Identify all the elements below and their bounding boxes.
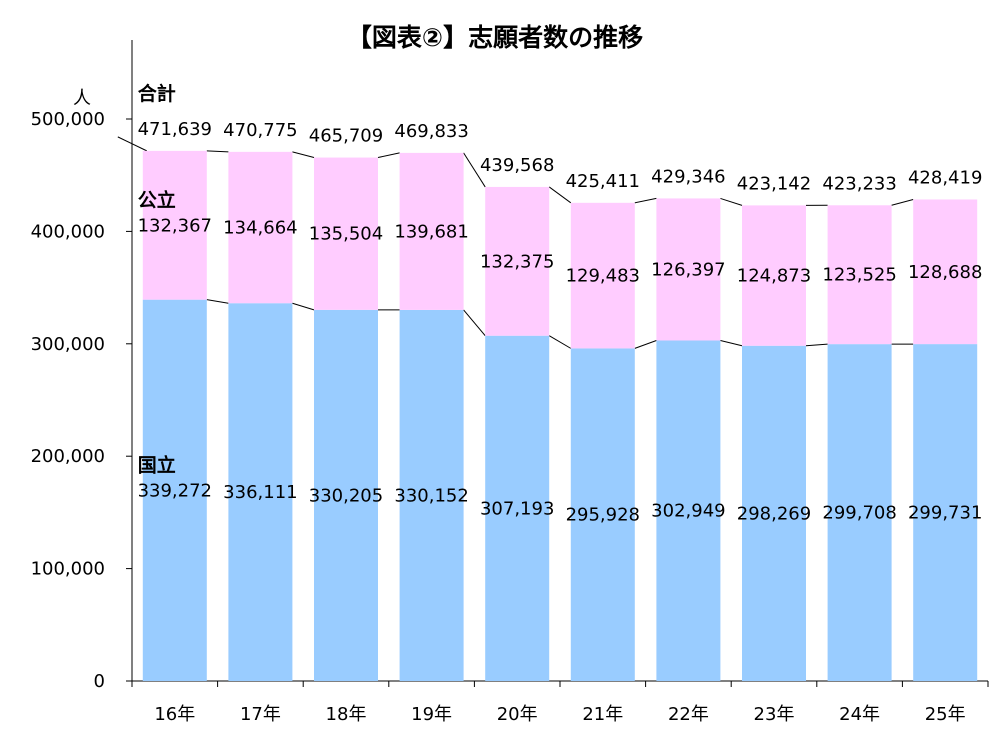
x-tick-label: 23年 (754, 704, 795, 725)
bar-kokuritsu (827, 344, 892, 681)
total-connector-line (463, 152, 486, 188)
data-label-total: 465,709 (309, 126, 383, 147)
total-connector-line (720, 197, 743, 206)
bar-kouritsu (913, 199, 978, 345)
data-label-total: 429,346 (651, 166, 725, 187)
data-label-kouritsu: 129,483 (566, 266, 640, 287)
x-tick-label: 17年 (240, 704, 281, 725)
connector-lines (117, 136, 914, 349)
y-tick-label: 200,000 (31, 446, 105, 467)
total-connector-line (891, 198, 914, 206)
kokuritsu-connector-line (292, 302, 315, 311)
x-tick-label: 18年 (326, 704, 367, 725)
x-tick-label: 21年 (582, 704, 623, 725)
kokuritsu-connector-line (463, 309, 486, 337)
data-label-total: 439,568 (480, 155, 554, 176)
data-label-kouritsu: 126,397 (651, 259, 725, 280)
y-tick-label: 500,000 (31, 109, 105, 130)
y-tick-label: 300,000 (31, 334, 105, 355)
data-label-kouritsu: 132,367 (138, 215, 212, 236)
total-connector-line (377, 152, 400, 159)
total-connector-line (292, 151, 315, 159)
bar-kokuritsu (399, 309, 464, 681)
bar-kokuritsu (485, 335, 550, 681)
bar-kokuritsu (742, 345, 806, 681)
data-label-kokuritsu: 336,111 (223, 482, 297, 503)
y-tick-label: 100,000 (31, 559, 105, 580)
bar-kouritsu (142, 150, 207, 300)
x-tick-label: 25年 (925, 704, 966, 725)
data-label-kouritsu: 132,375 (480, 251, 554, 272)
chart-title: 【図表②】志願者数の推移 (347, 23, 643, 52)
x-tick-label: 16年 (154, 704, 195, 725)
data-label-kokuritsu: 298,269 (737, 503, 811, 524)
bar-kouritsu (314, 157, 378, 310)
y-tick-label: 0 (94, 671, 105, 692)
data-label-kouritsu: 128,688 (908, 262, 982, 283)
data-label-kokuritsu: 330,205 (309, 485, 383, 506)
kokuritsu-connector-line (634, 340, 657, 349)
data-label-kouritsu: 124,873 (737, 266, 811, 287)
bar-kokuritsu (314, 309, 378, 681)
data-label-total: 423,233 (822, 173, 896, 194)
data-label-total: 428,419 (908, 167, 982, 188)
data-label-total: 469,833 (394, 121, 468, 142)
bar-kouritsu (656, 198, 721, 341)
data-label-kokuritsu: 295,928 (566, 505, 640, 526)
x-tick-label: 22年 (668, 704, 709, 725)
bar-kouritsu (570, 202, 635, 349)
total-connector-line (206, 150, 229, 153)
bar-kouritsu (485, 186, 550, 336)
data-label-kokuritsu: 307,193 (480, 498, 554, 519)
x-tick-label: 19年 (411, 704, 452, 725)
axes: 0 100,000 200,000 300,000 400,000 500,000 16年 1… (31, 40, 989, 725)
bar-kokuritsu (570, 348, 635, 681)
y-tick-label: 400,000 (31, 221, 105, 242)
kokuritsu-connector-line (720, 339, 743, 347)
data-label-kouritsu: 135,504 (309, 224, 383, 245)
bar-kokuritsu (228, 303, 293, 681)
kokuritsu-connector-line (805, 343, 828, 347)
total-leader-line (117, 136, 148, 152)
data-label-kouritsu: 134,664 (223, 218, 297, 239)
series-label-kokuritsu: 国立 (138, 453, 176, 476)
data-label-kouritsu: 139,681 (394, 221, 468, 242)
bar-kokuritsu (913, 344, 978, 681)
data-label-kokuritsu: 299,731 (908, 503, 982, 524)
data-label-total: 423,142 (737, 173, 811, 194)
x-tick-label: 24年 (839, 704, 880, 725)
bar-kouritsu (228, 151, 293, 304)
y-axis-unit-label: 人 (73, 88, 91, 109)
data-labels: 339,272 132,367 471,639 336,111 134,664 470,7… (138, 82, 983, 526)
bar-kouritsu (742, 205, 806, 346)
bars (142, 150, 978, 681)
total-connector-line (634, 197, 657, 204)
data-label-kokuritsu: 339,272 (138, 480, 212, 501)
data-label-kokuritsu: 330,152 (394, 485, 468, 506)
data-label-kokuritsu: 299,708 (822, 503, 896, 524)
kokuritsu-connector-line (206, 299, 229, 304)
kokuritsu-connector-line (548, 335, 572, 349)
x-tick-label: 20年 (497, 704, 538, 725)
bar-kouritsu (827, 205, 892, 345)
total-connector-line (548, 186, 572, 204)
data-label-total: 471,639 (138, 119, 212, 140)
series-label-kouritsu: 公立 (138, 188, 176, 211)
bar-kouritsu (399, 152, 464, 310)
data-label-total: 470,775 (223, 120, 297, 141)
data-label-kokuritsu: 302,949 (651, 501, 725, 522)
bar-kokuritsu (142, 299, 207, 681)
bar-kokuritsu (656, 340, 721, 681)
data-label-kouritsu: 123,525 (822, 265, 896, 286)
series-label-total: 合計 (138, 82, 176, 105)
data-label-total: 425,411 (566, 171, 640, 192)
